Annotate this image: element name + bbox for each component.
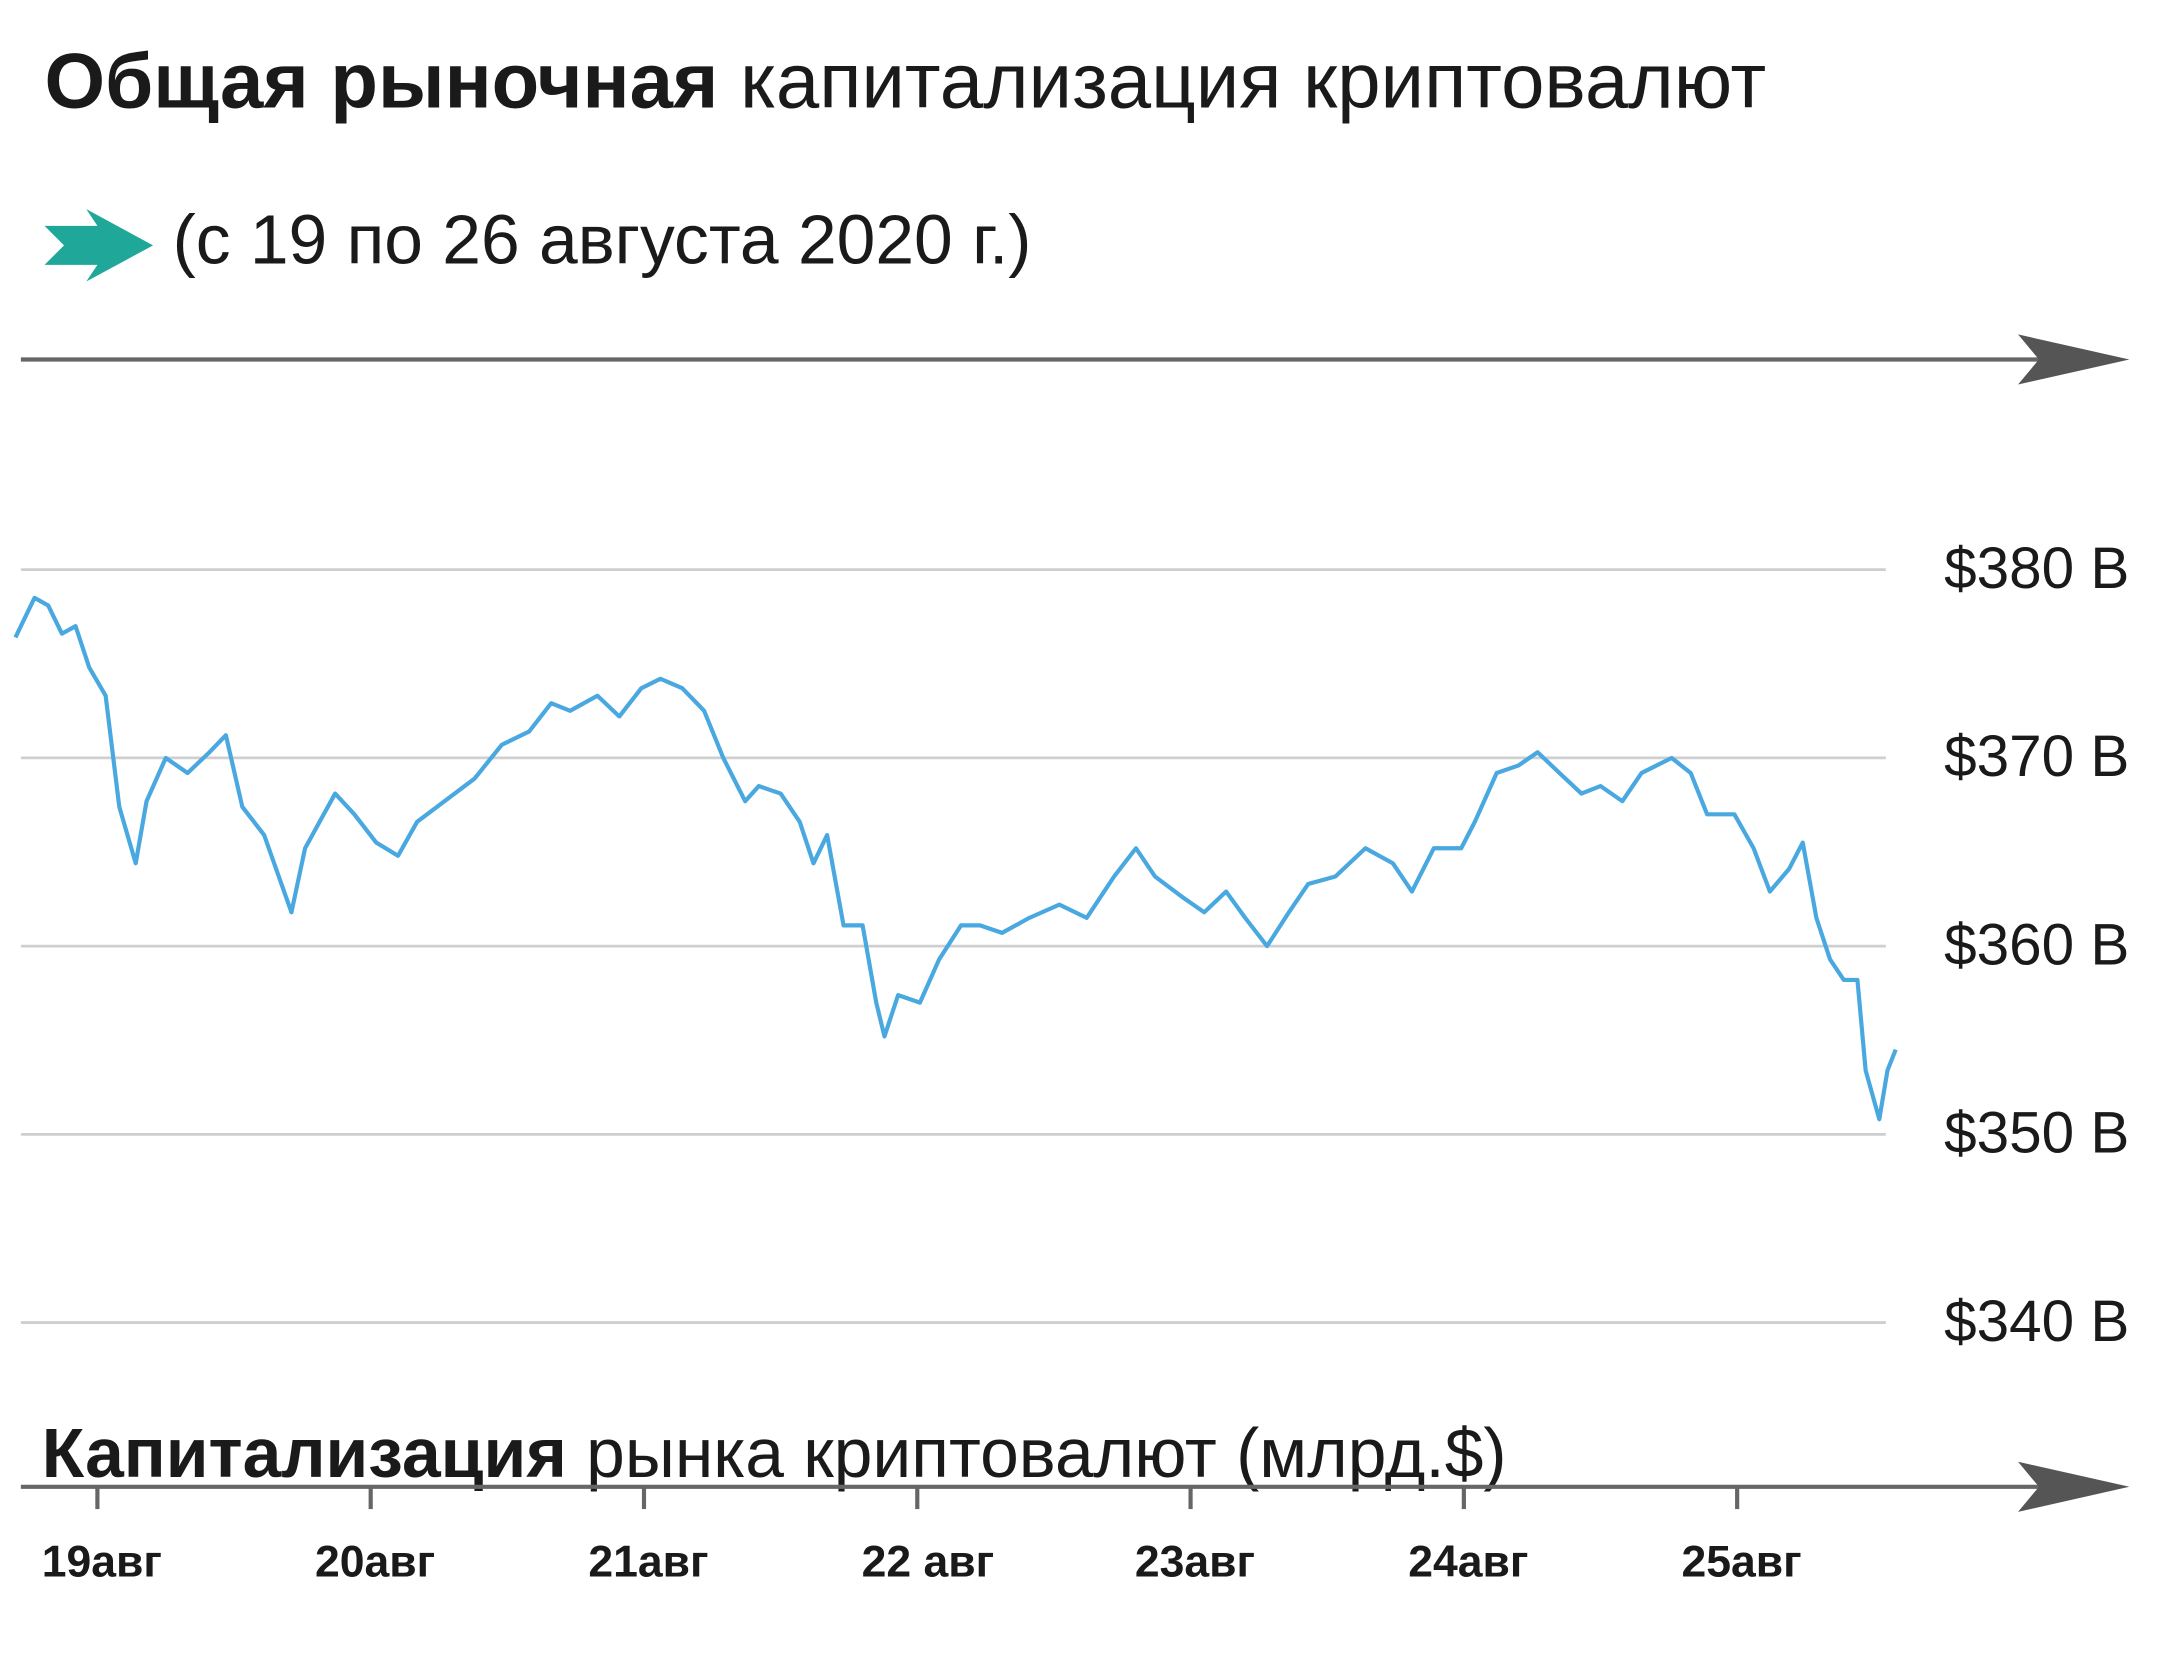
y-tick-label: $340 B: [1944, 1289, 2129, 1354]
x-tick-label: 24авг: [1408, 1538, 1528, 1587]
axis-arrow: [2018, 1461, 2130, 1512]
title-bold: Общая рыночная: [45, 36, 719, 124]
axis-title-regular: рынка криптовалют (млрд.$): [586, 1414, 1506, 1492]
arrow-icon: [44, 209, 154, 282]
subtitle: (с 19 по 26 августа 2020 г.): [173, 201, 1032, 279]
y-tick-label: $360 B: [1944, 912, 2129, 977]
title-regular: капитализация криптовалют: [740, 36, 1766, 124]
y-tick-label: $350 B: [1944, 1101, 2129, 1166]
x-tick-label: 25авг: [1681, 1538, 1801, 1587]
chart-title: Общая рыночная капитализация криптовалют: [45, 36, 1767, 124]
x-tick-label: 23авг: [1135, 1538, 1255, 1587]
axis-title-bold: Капитализация: [42, 1414, 567, 1492]
rule-arrow: [2018, 334, 2130, 385]
x-tick-label: 20авг: [315, 1538, 435, 1587]
x-tick-label: 22 авг: [862, 1538, 995, 1587]
data-line: [13, 595, 1898, 1122]
x-tick-label: 21авг: [588, 1538, 708, 1587]
x-tick-label: 19авг: [42, 1538, 162, 1587]
axis-title: Капитализация рынка криптовалют (млрд.$): [42, 1414, 1507, 1492]
y-tick-label: $370 B: [1944, 724, 2129, 789]
y-tick-label: $380 B: [1944, 536, 2129, 601]
